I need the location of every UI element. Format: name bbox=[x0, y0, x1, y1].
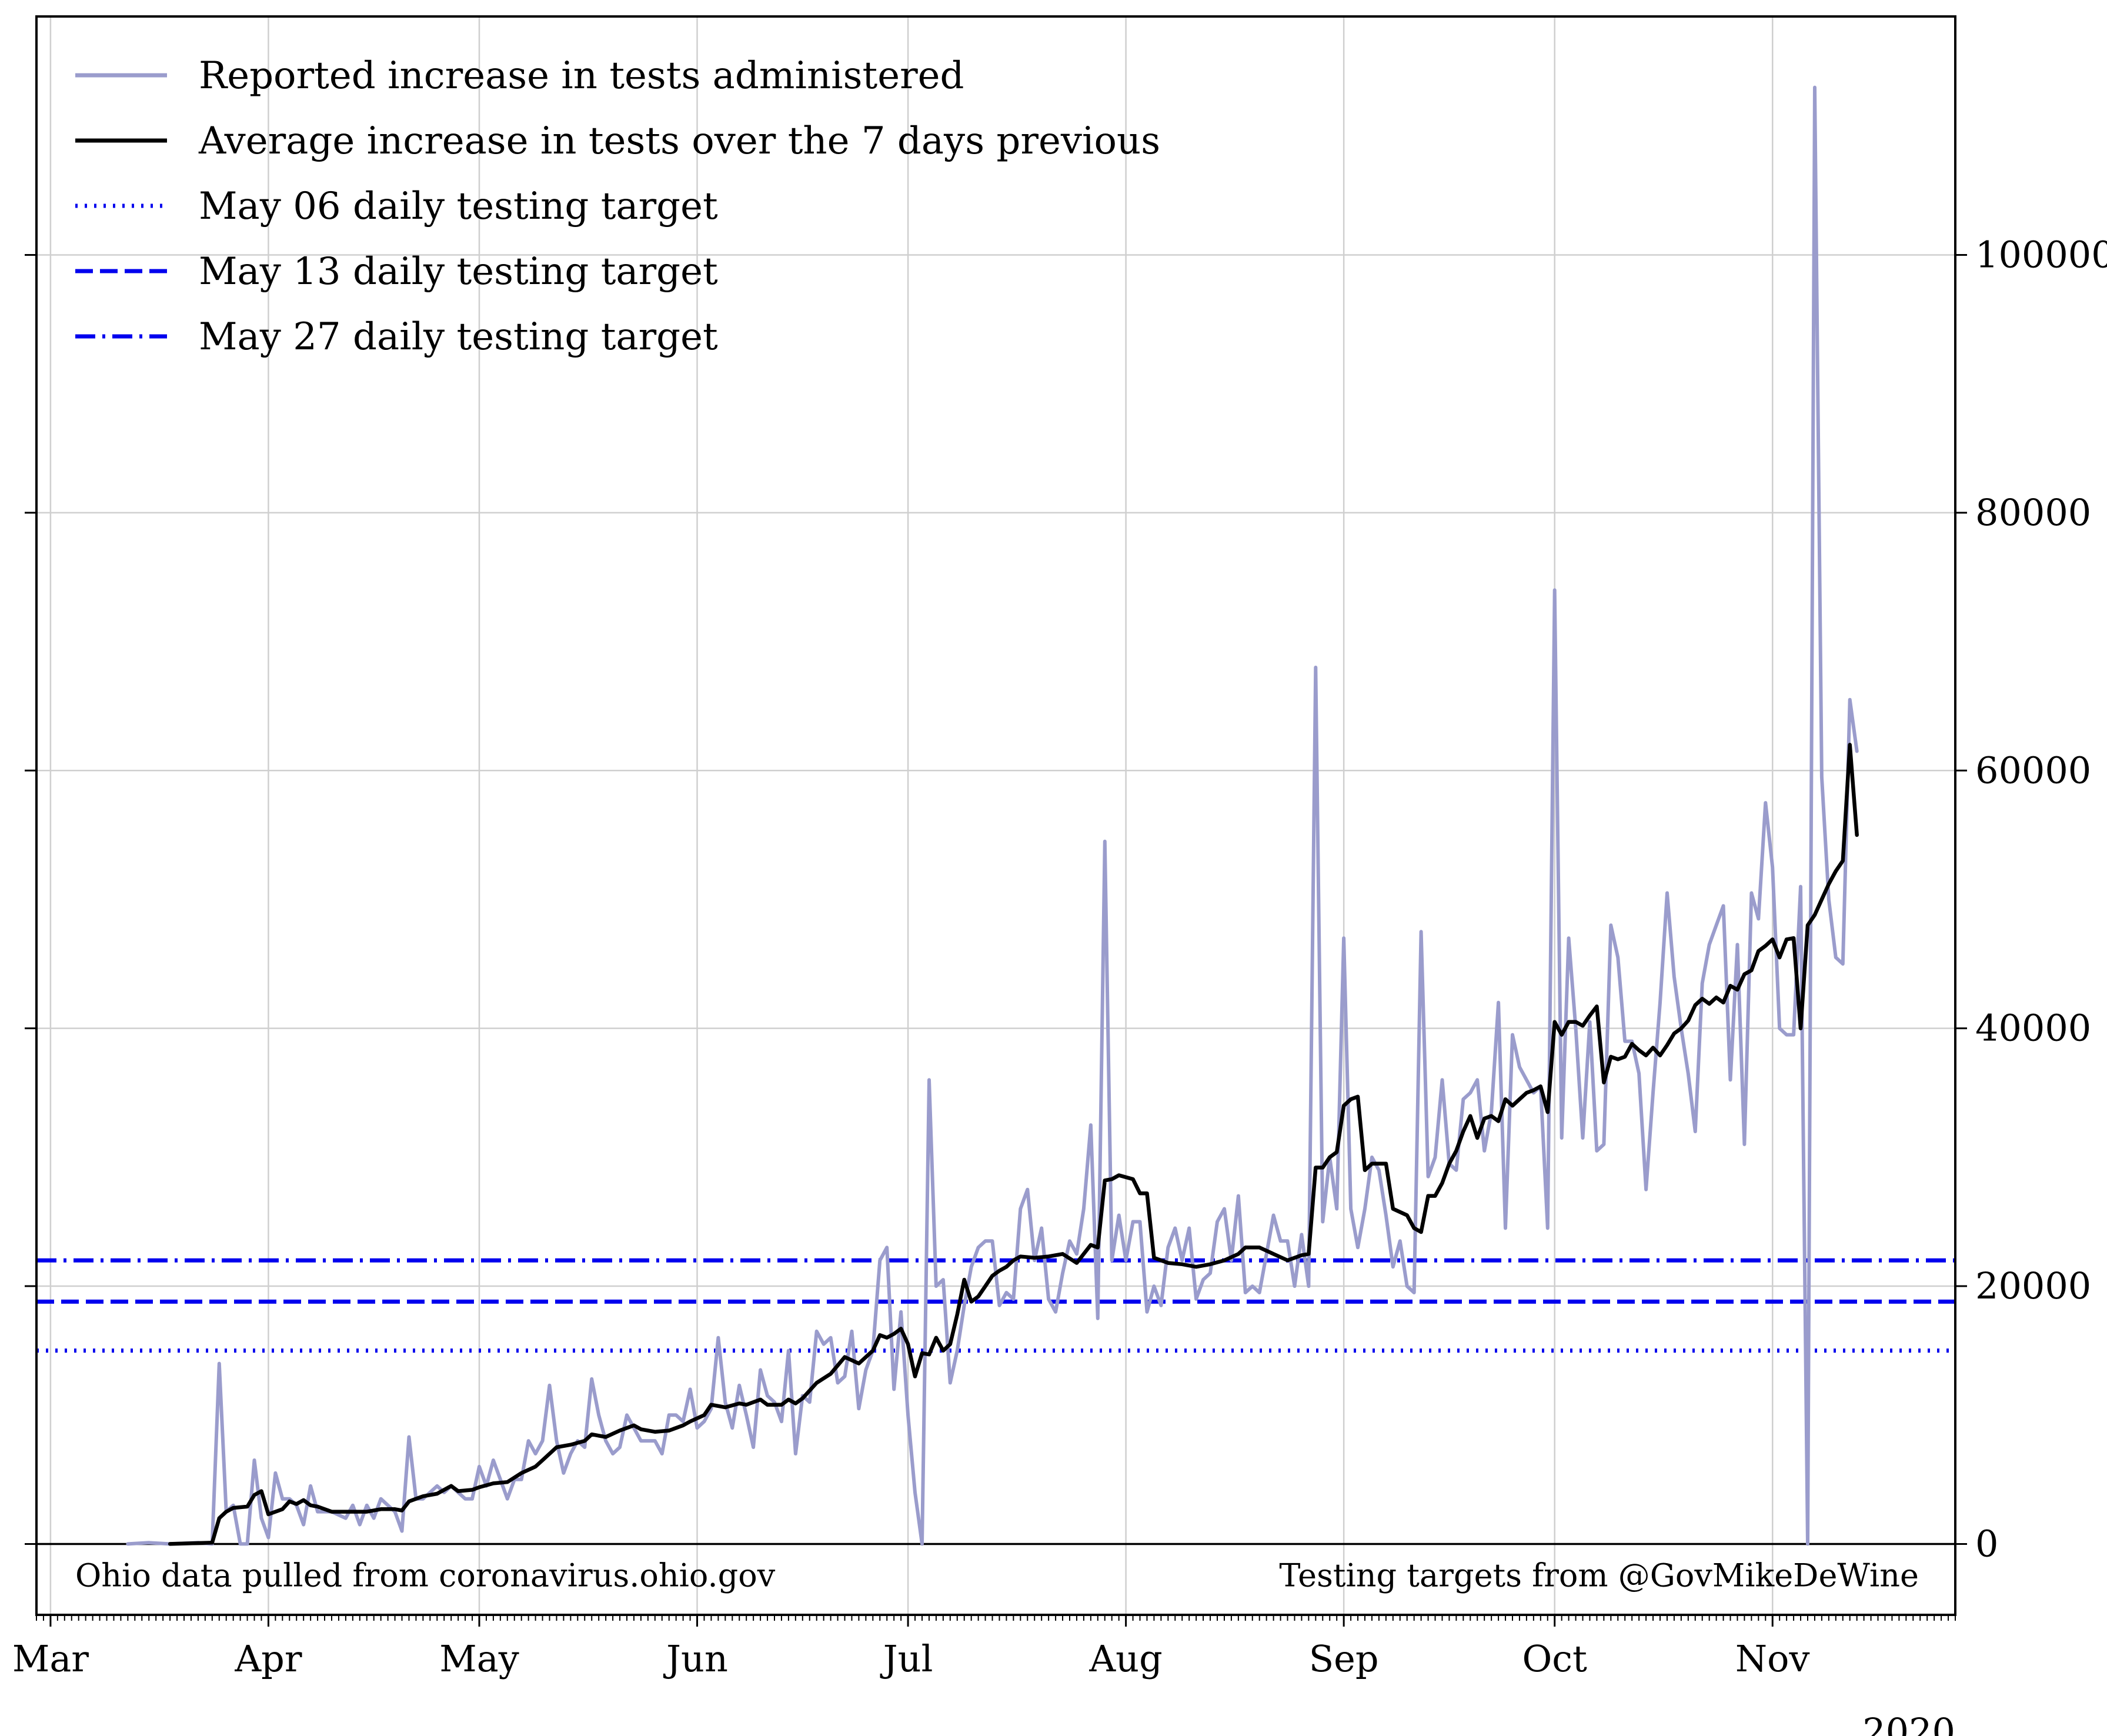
y-tick-label: 60000 bbox=[1975, 749, 2091, 792]
y-tick-label: 20000 bbox=[1975, 1264, 2091, 1307]
series-line-2 bbox=[168, 743, 1859, 1546]
x-tick-label: Apr bbox=[234, 1637, 302, 1680]
y-tick-label: 40000 bbox=[1975, 1007, 2091, 1050]
y-tick-label: 0 bbox=[1975, 1522, 1998, 1565]
series-lines bbox=[126, 85, 1859, 1546]
plot-frame bbox=[35, 15, 1956, 1616]
target-lines bbox=[36, 1258, 1955, 1353]
year-label: 2020 bbox=[1862, 1710, 1955, 1736]
x-tick-label: Sep bbox=[1309, 1637, 1379, 1680]
targets-note: Testing targets from @GovMikeDeWine bbox=[1279, 1557, 1919, 1594]
source-note: Ohio data pulled from coronavirus.ohio.g… bbox=[75, 1557, 776, 1594]
x-tick-label: Mar bbox=[12, 1637, 89, 1680]
y-tick-label: 80000 bbox=[1975, 491, 2091, 534]
y-tick-label: 100000 bbox=[1975, 233, 2107, 276]
legend-label: May 06 daily testing target bbox=[199, 185, 718, 228]
legend: Reported increase in tests administered A… bbox=[75, 54, 1160, 359]
legend-label: May 13 daily testing target bbox=[199, 250, 718, 293]
x-axis: Mar Apr May Jun Jul Aug Sep Oct Nov bbox=[12, 1615, 1956, 1680]
x-tick-label: Jun bbox=[663, 1637, 728, 1680]
legend-label: May 27 daily testing target bbox=[199, 315, 718, 359]
x-tick-label: Jul bbox=[880, 1637, 933, 1680]
legend-label: Reported increase in tests administered bbox=[199, 54, 964, 98]
x-tick-label: Aug bbox=[1088, 1637, 1162, 1680]
y-axis: 0 20000 40000 60000 80000 100000 bbox=[25, 233, 2107, 1565]
x-tick-label: May bbox=[439, 1637, 519, 1680]
legend-label: Average increase in tests over the 7 day… bbox=[198, 119, 1160, 163]
x-tick-label: Nov bbox=[1735, 1637, 1810, 1680]
x-tick-label: Oct bbox=[1522, 1637, 1587, 1680]
